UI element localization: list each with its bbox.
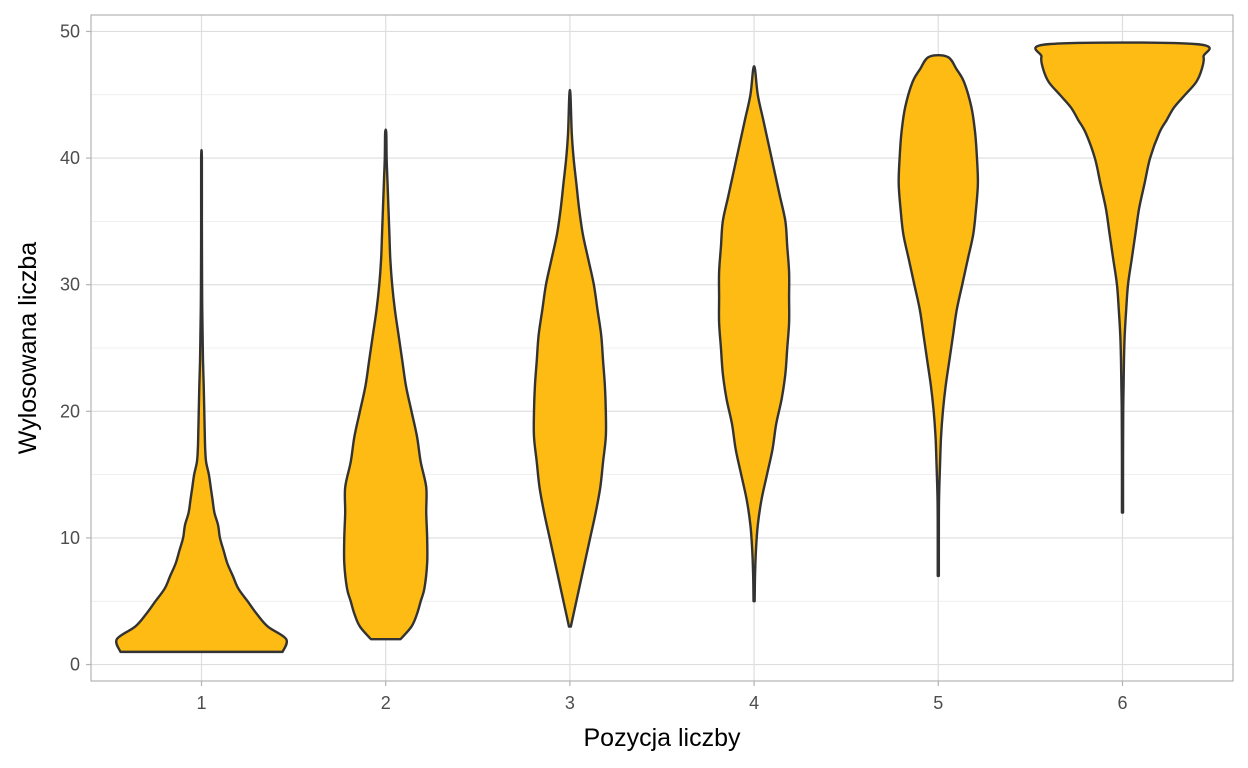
- y-tick-label: 20: [60, 401, 80, 421]
- violin-1: [115, 148, 289, 654]
- y-tick-label: 50: [60, 21, 80, 41]
- y-axis-title: Wylosowana liczba: [14, 242, 42, 454]
- y-tick-label: 10: [60, 528, 80, 548]
- x-tick-label: 4: [749, 693, 759, 713]
- y-axis-ticks: 0 10 20 30 40 50: [60, 21, 91, 675]
- x-tick-label: 5: [933, 693, 943, 713]
- panel-border: [90, 14, 1234, 682]
- x-tick-label: 2: [381, 693, 391, 713]
- x-tick-label: 1: [197, 693, 207, 713]
- violin-3: [532, 88, 608, 628]
- y-tick-label: 0: [70, 655, 80, 675]
- y-tick-label: 30: [60, 275, 80, 295]
- x-axis-ticks: 1 2 3 4 5 6: [197, 681, 1127, 713]
- violin-5: [897, 53, 980, 578]
- violin-6: [1034, 41, 1211, 514]
- x-tick-label: 3: [565, 693, 575, 713]
- violin-4: [717, 65, 791, 603]
- y-tick-label: 40: [60, 148, 80, 168]
- x-tick-label: 6: [1117, 693, 1127, 713]
- x-axis-title: Pozycja liczby: [584, 724, 741, 752]
- violin-2: [342, 128, 429, 641]
- violins: [115, 41, 1211, 654]
